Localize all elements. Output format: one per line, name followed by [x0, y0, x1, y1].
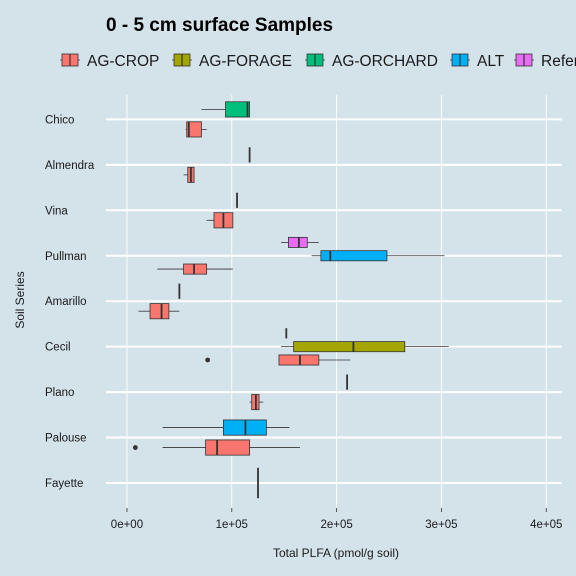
y-axis: Fayette Palouse Plano Cecil Amarillo Pullman V…: [45, 114, 95, 490]
plot-marks: [132, 101, 449, 499]
outlier-point: [205, 357, 211, 363]
legend-item-alt: ALT: [450, 53, 505, 70]
box-vina-ag-crop: [206, 212, 234, 229]
x-tick-label: 3e+05: [425, 519, 457, 531]
box: [320, 250, 388, 262]
box-palouse-alt: [162, 419, 290, 436]
box: [205, 439, 251, 456]
box-chico-ag-orchard: [201, 101, 251, 118]
x-axis: 0e+00 1e+05 2e+05 3e+05 4e+05: [111, 508, 562, 531]
box-cecil-ag-forage: [281, 341, 449, 353]
legend-item-ag-forage: AG-FORAGE: [172, 53, 292, 70]
y-tick-label: Cecil: [45, 342, 71, 354]
box: [287, 236, 308, 248]
box-pullman-ag-crop: [157, 263, 233, 275]
box: [183, 263, 208, 275]
box-pullman-alt: [311, 250, 445, 262]
box: [186, 121, 202, 138]
box-palouse-ag-crop: [132, 439, 300, 456]
y-axis-label: Soil Series: [13, 271, 27, 328]
box-amarillo-ag-crop: [138, 303, 180, 320]
y-tick-label: Fayette: [45, 478, 83, 490]
box: [293, 341, 406, 353]
x-tick-label: 4e+05: [530, 519, 562, 531]
box: [225, 101, 251, 118]
box-pullman-reference: [281, 236, 319, 248]
legend-label: ALT: [477, 53, 505, 70]
box-plano-ag-crop: [249, 394, 264, 411]
y-tick-label: Pullman: [45, 251, 87, 263]
box-chico-ag-crop: [185, 121, 207, 138]
x-tick-label: 0e+00: [111, 519, 143, 531]
legend-item-reference: Reference: [514, 53, 576, 70]
outlier-point: [132, 445, 138, 450]
chart-title: 0 - 5 cm surface Samples: [106, 15, 333, 36]
box-almendra-ag-crop: [183, 166, 195, 183]
y-tick-label: Vina: [45, 205, 68, 217]
legend: AG-CROP AG-FORAGE AG-ORCHARD ALT Reference: [60, 53, 576, 70]
legend-label: AG-ORCHARD: [332, 53, 438, 70]
legend-label: AG-FORAGE: [199, 53, 292, 70]
grid: [106, 95, 562, 508]
legend-label: Reference: [541, 53, 576, 70]
box: [278, 354, 320, 366]
x-tick-label: 2e+05: [320, 519, 352, 531]
box: [149, 303, 170, 320]
y-tick-label: Amarillo: [45, 296, 87, 308]
y-tick-label: Palouse: [45, 433, 87, 445]
box-cecil-ag-crop: [205, 354, 351, 366]
y-tick-label: Almendra: [45, 160, 95, 172]
legend-item-ag-orchard: AG-ORCHARD: [305, 53, 438, 70]
y-tick-label: Plano: [45, 387, 74, 399]
x-tick-label: 1e+05: [216, 519, 248, 531]
x-axis-label: Total PLFA (pmol/g soil): [273, 546, 399, 560]
legend-label: AG-CROP: [87, 53, 159, 70]
legend-item-ag-crop: AG-CROP: [60, 53, 159, 70]
y-tick-label: Chico: [45, 114, 74, 126]
